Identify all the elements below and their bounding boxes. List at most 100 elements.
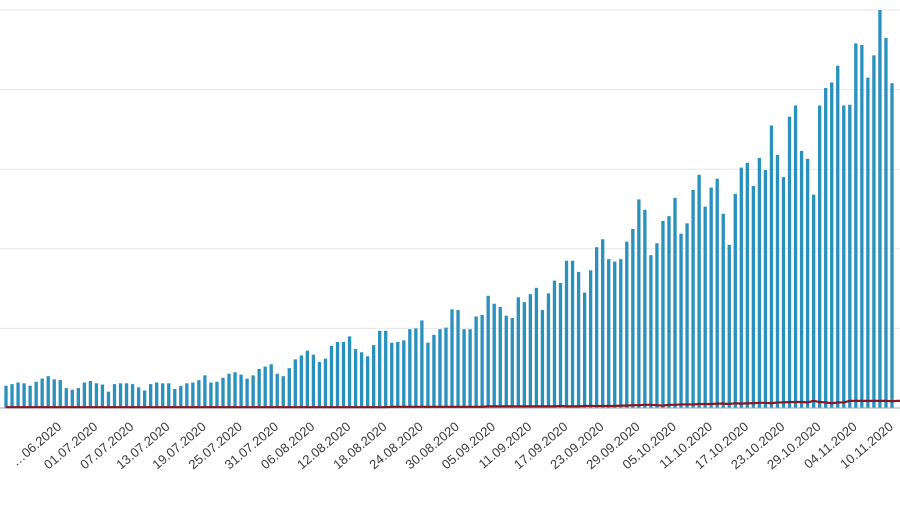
bar — [751, 185, 756, 408]
bar — [384, 330, 388, 408]
bar — [10, 384, 14, 408]
bar — [58, 380, 62, 408]
bar — [269, 364, 273, 408]
bar — [185, 383, 189, 408]
bar — [739, 167, 743, 408]
bar — [462, 329, 466, 408]
bar — [582, 292, 587, 408]
bar — [215, 381, 219, 408]
bar — [191, 382, 195, 408]
bar — [378, 330, 382, 408]
bar — [884, 37, 888, 409]
bar — [781, 177, 786, 408]
bar — [52, 379, 56, 408]
bar — [805, 158, 810, 408]
bar — [733, 193, 737, 408]
bar — [335, 341, 340, 408]
bar — [818, 105, 822, 409]
bar — [546, 293, 551, 408]
bar — [353, 349, 358, 408]
bar — [576, 271, 581, 408]
bar — [631, 228, 635, 408]
bar — [830, 82, 834, 408]
bar — [34, 381, 38, 408]
bar — [510, 318, 514, 408]
bar — [769, 125, 774, 409]
bar — [118, 383, 123, 408]
bar — [528, 294, 533, 408]
bar — [275, 373, 279, 408]
bar — [486, 295, 490, 408]
bar — [570, 260, 575, 408]
bar — [854, 43, 858, 408]
bar — [649, 255, 653, 408]
bar — [173, 388, 177, 408]
bar — [637, 199, 641, 408]
bar — [715, 178, 719, 408]
bar — [263, 366, 267, 408]
bar — [552, 280, 557, 408]
bar — [540, 310, 545, 408]
bar — [679, 233, 683, 408]
bar — [438, 329, 442, 408]
bar — [480, 314, 484, 408]
bar — [347, 336, 352, 408]
bar — [209, 382, 213, 408]
bar — [203, 375, 207, 408]
bar — [390, 342, 394, 408]
bar — [564, 260, 569, 408]
bar — [305, 350, 310, 408]
bar — [601, 239, 605, 408]
bar — [745, 162, 749, 408]
bar — [233, 372, 237, 408]
bar — [619, 259, 623, 408]
bar — [824, 88, 828, 409]
x-tick-labels: …06.202001.07.202007.07.202013.07.202019… — [9, 419, 896, 472]
bar — [4, 385, 8, 408]
bar — [775, 154, 780, 408]
bar — [721, 213, 725, 408]
bar — [329, 345, 334, 408]
bar — [408, 329, 412, 408]
bar — [492, 303, 496, 408]
bar — [287, 368, 291, 408]
bar — [534, 287, 539, 408]
bar-series — [4, 10, 894, 409]
bar — [64, 388, 68, 408]
bar — [432, 334, 436, 408]
bar — [293, 359, 297, 408]
bar — [757, 158, 762, 408]
bar — [673, 197, 677, 408]
bar — [787, 116, 792, 408]
bar — [468, 329, 472, 408]
bar — [799, 150, 804, 408]
bar — [372, 345, 376, 408]
bar — [516, 297, 520, 408]
bar — [450, 309, 454, 408]
bar — [691, 189, 695, 408]
bar — [685, 223, 689, 408]
bar — [359, 352, 364, 408]
bar — [595, 247, 599, 408]
bar — [860, 45, 864, 409]
bar — [299, 355, 303, 408]
bar — [281, 376, 285, 408]
bar — [124, 383, 129, 408]
bar — [257, 368, 261, 408]
bar — [414, 328, 418, 408]
bar — [498, 306, 502, 408]
bar — [426, 342, 430, 408]
bar — [474, 316, 478, 408]
bar — [558, 283, 563, 408]
bar — [444, 327, 448, 408]
bar — [70, 389, 74, 408]
bar — [221, 377, 225, 408]
bar — [697, 174, 701, 408]
bar — [197, 380, 201, 408]
bar — [727, 244, 731, 408]
bar — [239, 374, 243, 408]
bar — [46, 376, 50, 408]
bar — [179, 386, 183, 408]
bar — [136, 387, 141, 408]
